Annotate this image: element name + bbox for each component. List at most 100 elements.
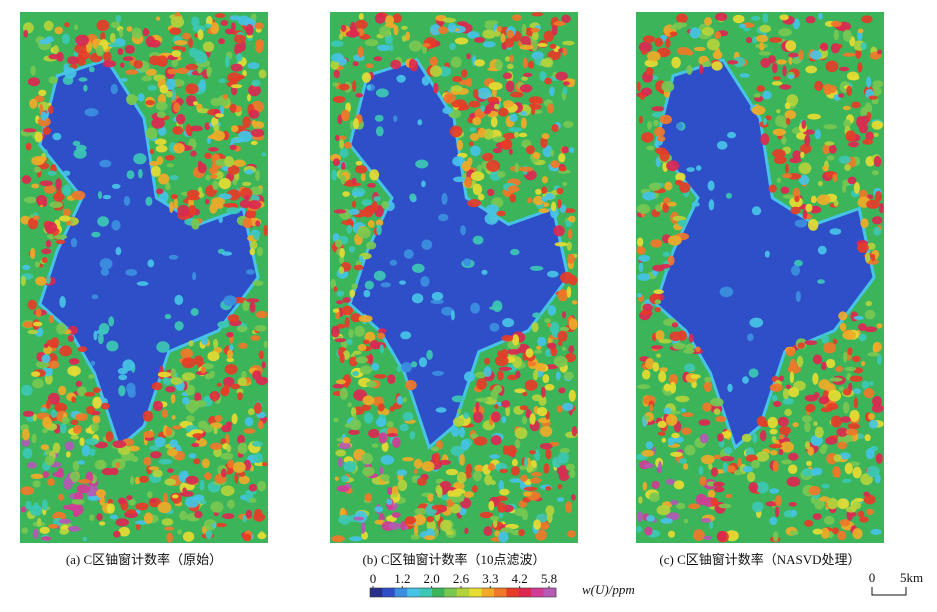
texture-blob [772, 76, 781, 81]
texture-blob [873, 226, 882, 236]
texture-blob [808, 219, 819, 231]
texture-blob [472, 116, 482, 126]
texture-blob [451, 426, 460, 437]
texture-blob [562, 181, 568, 187]
texture-blob [359, 365, 373, 375]
texture-blob [482, 41, 496, 48]
texture-blob [339, 387, 348, 400]
texture-blob [536, 406, 548, 417]
texture-blob [781, 459, 793, 465]
panel-caption: (a) C区铀窗计数率（原始） [66, 552, 222, 567]
texture-blob [357, 344, 367, 352]
texture-blob [83, 84, 88, 92]
panel-caption: (b) C区铀窗计数率（10点滤波） [362, 552, 545, 567]
texture-blob [230, 137, 244, 144]
texture-blob [169, 175, 179, 181]
texture-blob [769, 428, 778, 435]
texture-blob [804, 441, 811, 450]
texture-blob [818, 396, 830, 405]
texture-blob [865, 300, 873, 307]
texture-blob [97, 216, 109, 227]
texture-blob [855, 48, 862, 59]
texture-blob [34, 261, 41, 268]
texture-blob [530, 265, 544, 271]
texture-blob [95, 45, 104, 57]
texture-blob [641, 449, 655, 457]
texture-blob [791, 265, 800, 276]
texture-blob [192, 494, 205, 502]
texture-blob [839, 322, 847, 332]
texture-blob [528, 450, 537, 455]
texture-blob [830, 43, 841, 54]
texture-blob [21, 175, 32, 184]
texture-blob [255, 220, 261, 227]
texture-blob [165, 90, 173, 98]
texture-blob [654, 299, 662, 305]
texture-blob [789, 371, 795, 384]
texture-blob [342, 191, 350, 197]
texture-blob [672, 342, 686, 350]
texture-blob [200, 335, 209, 345]
texture-blob [792, 150, 802, 160]
texture-blob [53, 234, 68, 240]
texture-blob [498, 512, 504, 519]
texture-blob [699, 433, 709, 444]
texture-blob [764, 250, 770, 258]
texture-blob [520, 474, 528, 482]
texture-blob [857, 62, 863, 73]
texture-blob [64, 22, 70, 28]
texture-blob [393, 115, 398, 122]
texture-blob [507, 185, 520, 193]
texture-blob [801, 120, 807, 129]
texture-blob [216, 382, 222, 387]
texture-blob [131, 27, 142, 39]
texture-blob [470, 171, 485, 182]
texture-blob [242, 300, 250, 312]
texture-blob [197, 108, 210, 114]
texture-blob [371, 201, 379, 212]
texture-blob [818, 12, 823, 20]
texture-blob [445, 468, 459, 476]
texture-blob [373, 196, 381, 202]
texture-blob [21, 438, 30, 447]
texture-blob [404, 516, 416, 525]
texture-blob [193, 400, 207, 408]
texture-blob [399, 423, 409, 432]
texture-blob [50, 409, 57, 418]
texture-blob [364, 331, 376, 343]
texture-blob [64, 441, 75, 451]
texture-blob [666, 160, 680, 172]
texture-blob [682, 463, 689, 470]
texture-blob [658, 338, 672, 344]
texture-blob [355, 19, 368, 30]
texture-blob [530, 39, 538, 52]
texture-blob [164, 155, 175, 161]
texture-blob [353, 516, 364, 521]
texture-blob [247, 408, 255, 416]
texture-blob [537, 43, 548, 47]
texture-blob [753, 93, 761, 98]
texture-blob [242, 70, 247, 77]
texture-blob [493, 103, 500, 110]
texture-blob [115, 518, 129, 527]
texture-blob [188, 340, 194, 347]
texture-blob [565, 463, 575, 471]
texture-blob [341, 475, 350, 483]
texture-blob [167, 468, 174, 473]
texture-blob [366, 84, 372, 91]
texture-blob [817, 279, 825, 284]
texture-blob [773, 400, 782, 407]
texture-blob [636, 246, 646, 255]
texture-blob [489, 515, 500, 521]
texture-blob [149, 39, 161, 48]
texture-blob [652, 332, 657, 342]
texture-blob [706, 38, 720, 51]
texture-blob [218, 38, 225, 45]
texture-blob [177, 529, 182, 535]
texture-blob [772, 460, 779, 472]
texture-blob [194, 392, 202, 403]
texture-blob [77, 460, 86, 465]
texture-blob [798, 49, 804, 61]
texture-blob [839, 452, 851, 460]
texture-blob [501, 348, 508, 360]
